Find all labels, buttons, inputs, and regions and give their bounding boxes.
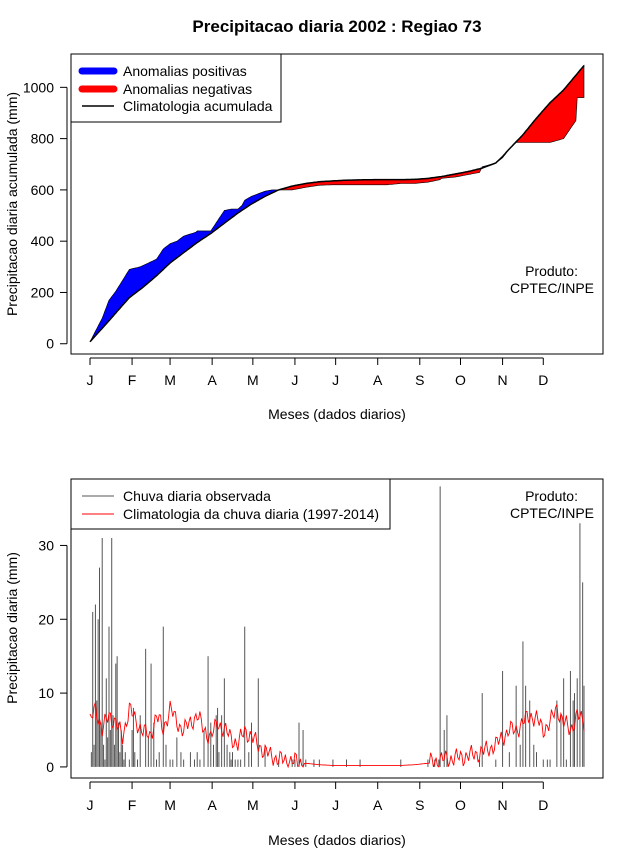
credit-source-top: CPTEC/INPE [510, 280, 594, 296]
observed-rain-bars [90, 486, 585, 767]
y-tick-label-top-400: 400 [31, 233, 55, 249]
x-tick-label-bottom-7: A [373, 797, 383, 813]
positive-anomaly-segment-0 [89, 189, 279, 342]
legend-top: Anomalias positivas Anomalias negativas … [70, 53, 282, 123]
x-tick-label-bottom-8: S [415, 797, 424, 813]
y-tick-label-bottom-10: 10 [38, 685, 54, 701]
y-tick-label-top-200: 200 [31, 284, 55, 300]
x-tick-label-bottom-0: J [87, 797, 94, 813]
x-tick-label-bottom-2: M [164, 797, 176, 813]
y-tick-label-bottom-30: 30 [38, 537, 54, 553]
panel-accumulated: 0 200 400 600 800 1000 J F M A M J J A S O N D Precipita… [4, 53, 604, 422]
credit-source-bottom: CPTEC/INPE [510, 505, 594, 521]
x-tick-label-top-7: A [373, 372, 383, 388]
x-tick-label-top-3: A [207, 372, 217, 388]
x-tick-label-bottom-11: D [538, 797, 548, 813]
plot-frame-top [70, 53, 604, 355]
x-tick-label-bottom-9: O [455, 797, 466, 813]
panel-daily: 0 10 20 30 J F M A M J J A S O N D Precipitacao diaria… [4, 478, 604, 848]
chart-title: Precipitacao diaria 2002 : Regiao 73 [192, 17, 481, 36]
x-tick-label-top-2: M [164, 372, 176, 388]
x-axis-label-top: Meses (dados diarios) [268, 406, 406, 422]
credit-label-bottom: Produto: [525, 488, 578, 504]
x-tick-label-top-10: N [498, 372, 508, 388]
legend-entry-observed: Chuva diaria observada [123, 488, 271, 504]
x-tick-label-bottom-1: F [128, 797, 137, 813]
x-axis-label-bottom: Meses (dados diarios) [268, 832, 406, 848]
legend-entry-climatology: Climatologia acumulada [123, 98, 273, 114]
legend-box-bottom [70, 478, 391, 530]
x-tick-label-top-9: O [455, 372, 466, 388]
y-tick-label-top-1000: 1000 [23, 79, 54, 95]
x-tick-label-top-0: J [87, 372, 94, 388]
negative-anomaly-area [278, 64, 585, 191]
x-tick-label-top-6: J [332, 372, 339, 388]
x-tick-label-bottom-10: N [498, 797, 508, 813]
legend-entry-climatology-daily: Climatologia da chuva diaria (1997-2014) [123, 506, 379, 522]
accumulated-lines [89, 65, 585, 343]
y-axis-bottom: 0 10 20 30 [38, 537, 68, 775]
y-axis-label-top: Precipitacao diaria acumulada (mm) [4, 92, 20, 316]
y-axis-label-bottom: Precipitacao diaria (mm) [4, 552, 20, 704]
x-tick-label-top-11: D [538, 372, 548, 388]
x-tick-label-top-8: S [415, 372, 424, 388]
y-tick-label-top-0: 0 [46, 336, 54, 352]
legend-entry-negative: Anomalias negativas [123, 81, 252, 97]
x-tick-label-top-5: J [291, 372, 298, 388]
y-tick-label-bottom-20: 20 [38, 611, 54, 627]
climatology-daily-series [89, 700, 585, 769]
x-tick-label-bottom-5: J [291, 797, 298, 813]
climatology-daily-line [89, 700, 585, 769]
y-axis-top: 0 200 400 600 800 1000 [23, 79, 68, 352]
credit-label-top: Produto: [525, 263, 578, 279]
y-tick-label-bottom-0: 0 [46, 759, 54, 775]
x-tick-label-bottom-6: J [332, 797, 339, 813]
legend-entry-positive: Anomalias positivas [123, 63, 247, 79]
x-tick-label-top-1: F [128, 372, 137, 388]
x-tick-label-top-4: M [247, 372, 259, 388]
climatology-accumulated-line [89, 65, 585, 343]
legend-bottom: Chuva diaria observada Climatologia da c… [70, 478, 391, 530]
x-tick-label-bottom-4: M [247, 797, 259, 813]
x-tick-label-bottom-3: A [207, 797, 217, 813]
y-tick-label-top-800: 800 [31, 131, 55, 147]
y-tick-label-top-600: 600 [31, 182, 55, 198]
